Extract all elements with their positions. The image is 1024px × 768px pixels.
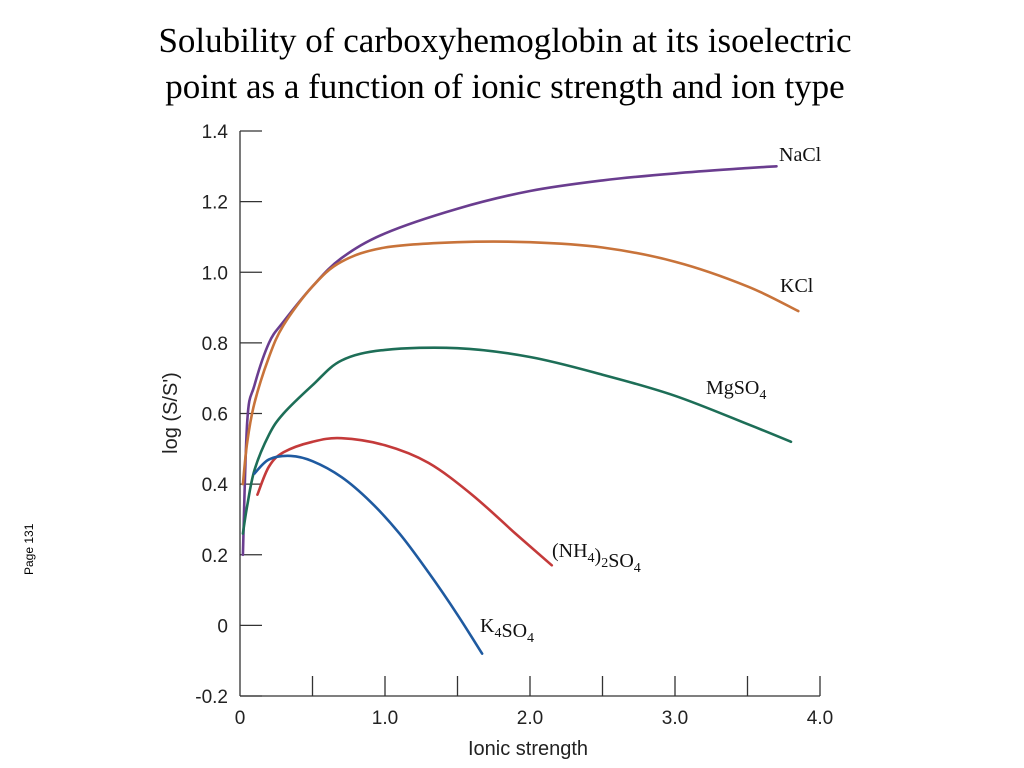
title-line-1: Solubility of carboxyhemoglobin at its i… [158, 21, 852, 60]
x-tick-label: 0 [235, 708, 246, 729]
slide-title: Solubility of carboxyhemoglobin at its i… [0, 18, 1010, 110]
y-ticks: -0.2 0 0.2 0.4 0.6 0.8 1.0 1.2 1.4 [195, 122, 262, 708]
x-axis-title: Ionic strength [468, 738, 588, 760]
chart-axes [239, 131, 820, 697]
y-tick-label: 0.6 [202, 405, 228, 426]
y-tick-label: 1.4 [202, 122, 229, 143]
series-line-mgso4 [241, 346, 793, 535]
y-tick-label: 1.0 [202, 263, 228, 284]
x-ticks: 0 1.0 2.0 3.0 4.0 [235, 676, 833, 729]
y-axis-title: log (S/S') [160, 372, 182, 454]
series-labels: NaCl KCl MgSO4 (NH4)2SO4 K4SO4 [480, 144, 822, 646]
x-tick-label: 3.0 [662, 708, 688, 729]
title-line-2: point as a function of ionic strength an… [165, 67, 845, 106]
series-lines [241, 165, 800, 655]
y-tick-label: -0.2 [195, 687, 228, 708]
series-line-kcl [241, 240, 800, 486]
y-tick-label: 0.4 [202, 475, 229, 496]
y-tick-label: 0.2 [202, 546, 228, 567]
x-tick-label: 1.0 [372, 708, 398, 729]
y-tick-label: 0 [217, 616, 228, 637]
series-label-k4so4: K4SO4 [480, 615, 534, 646]
y-tick-label: 1.2 [202, 193, 228, 214]
series-label-kcl: KCl [780, 275, 814, 297]
series-line-k4so4 [253, 454, 484, 655]
series-label-nacl: NaCl [779, 144, 822, 166]
y-tick-label: 0.8 [202, 334, 228, 355]
x-tick-label: 4.0 [807, 708, 833, 729]
series-line-nacl [241, 165, 778, 557]
series-label--nh4-2so4: (NH4)2SO4 [552, 540, 641, 576]
x-tick-label: 2.0 [517, 708, 543, 729]
series-label-mgso4: MgSO4 [706, 377, 766, 403]
